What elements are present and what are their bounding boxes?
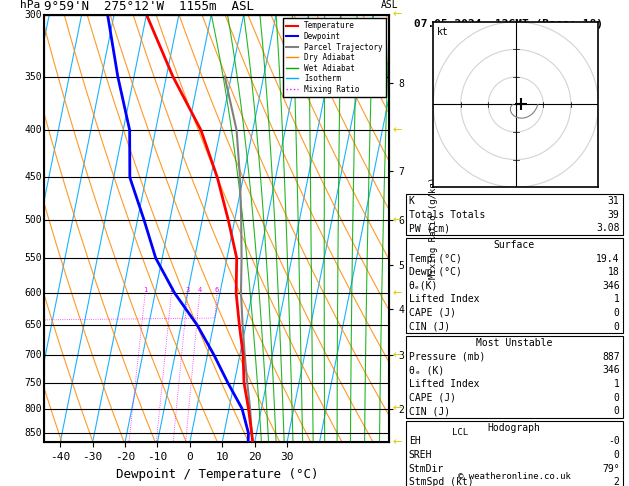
Text: 300: 300 — [25, 10, 42, 19]
Text: CIN (J): CIN (J) — [409, 406, 450, 416]
Text: Temp (°C): Temp (°C) — [409, 254, 462, 263]
Text: 600: 600 — [25, 288, 42, 298]
Text: 79°: 79° — [602, 464, 620, 473]
Text: K: K — [409, 196, 415, 206]
Text: kt: kt — [437, 27, 448, 37]
Text: ←: ← — [392, 125, 402, 135]
Text: 750: 750 — [25, 378, 42, 388]
Text: Lifted Index: Lifted Index — [409, 379, 479, 389]
Text: 346: 346 — [602, 365, 620, 375]
Text: 3.08: 3.08 — [596, 224, 620, 233]
Text: ←: ← — [392, 437, 402, 447]
Text: 800: 800 — [25, 403, 42, 414]
Text: 07.05.2024  12GMT (Base: 18): 07.05.2024 12GMT (Base: 18) — [415, 19, 603, 29]
Text: 19.4: 19.4 — [596, 254, 620, 263]
Text: 9°59'N  275°12'W  1155m  ASL: 9°59'N 275°12'W 1155m ASL — [44, 0, 254, 14]
X-axis label: Dewpoint / Temperature (°C): Dewpoint / Temperature (°C) — [116, 468, 318, 481]
Text: 350: 350 — [25, 71, 42, 82]
Text: Dewp (°C): Dewp (°C) — [409, 267, 462, 277]
Legend: Temperature, Dewpoint, Parcel Trajectory, Dry Adiabat, Wet Adiabat, Isotherm, Mi: Temperature, Dewpoint, Parcel Trajectory… — [283, 18, 386, 97]
Text: LCL: LCL — [452, 429, 468, 437]
Text: Most Unstable: Most Unstable — [476, 338, 552, 348]
Text: Lifted Index: Lifted Index — [409, 295, 479, 304]
Text: PW (cm): PW (cm) — [409, 224, 450, 233]
Text: 887: 887 — [602, 352, 620, 362]
Text: StmDir: StmDir — [409, 464, 444, 473]
Y-axis label: Mixing Ratio (g/kg): Mixing Ratio (g/kg) — [430, 177, 438, 279]
Text: ←: ← — [392, 288, 402, 298]
Text: ←: ← — [392, 403, 402, 414]
Text: 2: 2 — [169, 287, 174, 293]
Text: ←: ← — [392, 10, 402, 19]
Text: © weatheronline.co.uk: © weatheronline.co.uk — [458, 472, 571, 481]
Text: Hodograph: Hodograph — [487, 423, 541, 433]
Text: CAPE (J): CAPE (J) — [409, 308, 456, 318]
Text: 0: 0 — [614, 308, 620, 318]
Text: km
ASL: km ASL — [381, 0, 398, 10]
Text: 2: 2 — [614, 477, 620, 486]
Text: 1: 1 — [614, 295, 620, 304]
Text: 3: 3 — [186, 287, 190, 293]
Text: 39: 39 — [608, 210, 620, 220]
Text: 500: 500 — [25, 215, 42, 225]
Text: CAPE (J): CAPE (J) — [409, 393, 456, 402]
Text: 850: 850 — [25, 428, 42, 438]
Text: θₑ(K): θₑ(K) — [409, 281, 438, 291]
Text: θₑ (K): θₑ (K) — [409, 365, 444, 375]
Text: Pressure (mb): Pressure (mb) — [409, 352, 485, 362]
Text: Surface: Surface — [494, 240, 535, 250]
Text: CIN (J): CIN (J) — [409, 322, 450, 331]
Text: 346: 346 — [602, 281, 620, 291]
Text: EH: EH — [409, 436, 421, 446]
Text: 31: 31 — [608, 196, 620, 206]
Text: 0: 0 — [614, 393, 620, 402]
Text: hPa: hPa — [20, 0, 40, 10]
Text: 18: 18 — [608, 267, 620, 277]
Text: 0: 0 — [614, 450, 620, 460]
Text: ←: ← — [392, 215, 402, 225]
Text: ←: ← — [392, 350, 402, 360]
Text: 650: 650 — [25, 320, 42, 330]
Text: 450: 450 — [25, 173, 42, 182]
Text: 550: 550 — [25, 253, 42, 263]
Text: 4: 4 — [198, 287, 202, 293]
Text: StmSpd (kt): StmSpd (kt) — [409, 477, 474, 486]
Text: 1: 1 — [614, 379, 620, 389]
Text: 0: 0 — [614, 406, 620, 416]
Text: 700: 700 — [25, 350, 42, 360]
Text: -0: -0 — [608, 436, 620, 446]
Text: 6: 6 — [215, 287, 220, 293]
Text: 400: 400 — [25, 125, 42, 135]
Text: Totals Totals: Totals Totals — [409, 210, 485, 220]
Text: 0: 0 — [614, 322, 620, 331]
Text: 1: 1 — [143, 287, 147, 293]
Text: SREH: SREH — [409, 450, 432, 460]
